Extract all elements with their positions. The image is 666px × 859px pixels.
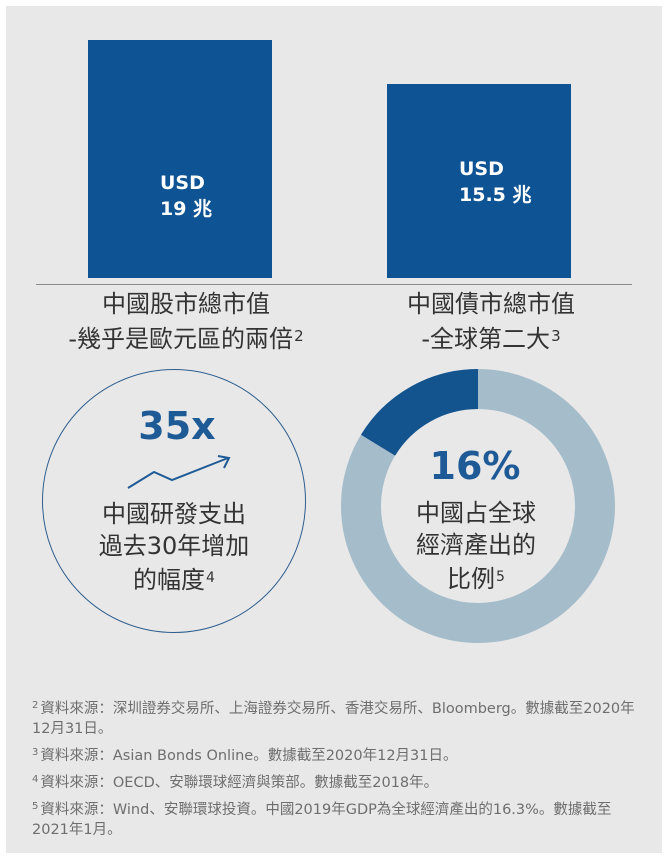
trend-arrow-icon (127, 455, 231, 489)
footnote-number: 5 (32, 801, 39, 812)
rd-circle (42, 369, 306, 633)
share-line-2: 經濟產出的 (416, 531, 536, 559)
infographic-card: USD 19 兆 USD 15.5 兆 中國股市總市值 -幾乎是歐元區的兩倍2 … (6, 6, 662, 853)
donut-china-segment (360, 369, 479, 457)
footnote-text: 資料來源：Asian Bonds Online。數據截至2020年12月31日。 (40, 748, 458, 764)
gdp-share-value: 16% (429, 444, 521, 488)
footnote-number: 2 (32, 700, 39, 711)
caption-stock-subtitle: -幾乎是歐元區的兩倍 (68, 325, 294, 353)
footnote: 2 資料來源：深圳證券交易所、上海證券交易所、香港交易所、Bloomberg。數據… (32, 696, 642, 739)
caption-bond-title: 中國債市總市值 (407, 290, 575, 318)
caption-stock-footnote-ref: 2 (294, 327, 304, 345)
caption-stock-market: 中國股市總市值 -幾乎是歐元區的兩倍2 (56, 288, 316, 355)
footnote-text: 資料來源：OECD、安聯環球經濟與策部。數據截至2018年。 (40, 775, 439, 791)
rd-line-3: 的幅度 (133, 566, 206, 594)
chart-baseline (36, 284, 632, 285)
rd-multiplier: 35x (138, 404, 216, 448)
footnote-text: 資料來源：深圳證券交易所、上海證券交易所、香港交易所、Bloomberg。數據截… (32, 701, 635, 737)
bar-stock-label-value: 19 兆 (160, 198, 213, 220)
rd-description: 中國研發支出 過去30年增加 的幅度4 (66, 498, 282, 596)
gdp-share-description: 中國占全球 經濟產出的 比例5 (376, 497, 576, 595)
bar-bond-label-value: 15.5 兆 (459, 184, 532, 206)
footnote-text: 資料來源：Wind、安聯環球投資。中國2019年GDP為全球經濟產出的16.3%… (32, 802, 612, 838)
caption-bond-subtitle: -全球第二大 (421, 325, 551, 353)
rd-line-2: 過去30年增加 (98, 532, 250, 560)
bar-bond-market: USD 15.5 兆 (387, 84, 571, 278)
caption-stock-title: 中國股市總市值 (102, 290, 270, 318)
bar-stock-label-currency: USD (160, 172, 205, 194)
footnotes: 2 資料來源：深圳證券交易所、上海證券交易所、香港交易所、Bloomberg。數據… (32, 696, 642, 844)
bar-stock-market: USD 19 兆 (88, 40, 272, 278)
share-line-1: 中國占全球 (416, 499, 536, 527)
gdp-share-donut (341, 369, 615, 643)
footnote: 3 資料來源：Asian Bonds Online。數據截至2020年12月31日… (32, 743, 642, 766)
bar-bond-label-currency: USD (459, 158, 504, 180)
footnote: 5 資料來源：Wind、安聯環球投資。中國2019年GDP為全球經濟產出的16.3… (32, 797, 642, 840)
caption-bond-market: 中國債市總市值 -全球第二大3 (361, 288, 621, 355)
share-line-3: 比例 (447, 565, 496, 593)
caption-bond-footnote-ref: 3 (551, 327, 561, 345)
rd-line-1: 中國研發支出 (102, 500, 246, 528)
footnote-number: 4 (32, 774, 39, 785)
rd-footnote-ref: 4 (206, 570, 215, 586)
footnote-number: 3 (32, 747, 39, 758)
share-footnote-ref: 5 (496, 569, 505, 585)
footnote: 4 資料來源：OECD、安聯環球經濟與策部。數據截至2018年。 (32, 770, 642, 793)
